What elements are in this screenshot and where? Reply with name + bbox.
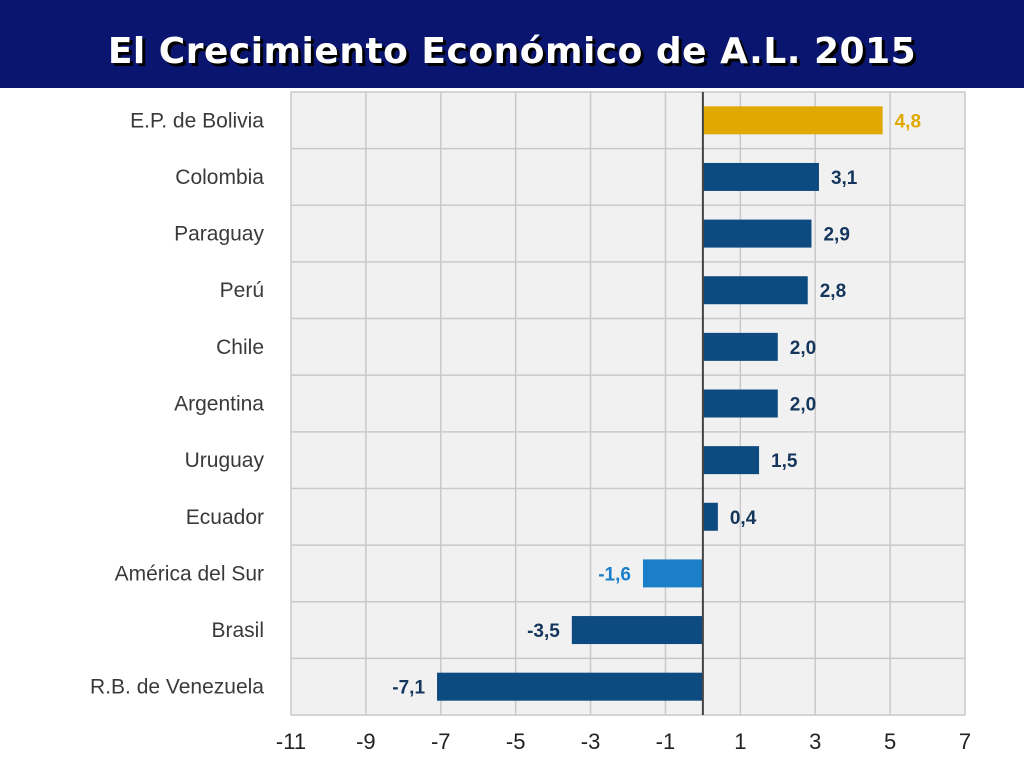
bar xyxy=(702,162,819,191)
bar xyxy=(702,389,778,418)
value-label: 2,8 xyxy=(820,281,846,302)
bar xyxy=(642,559,703,588)
x-tick-label: -1 xyxy=(656,729,676,754)
slide-header xyxy=(0,0,1024,88)
value-label: 2,9 xyxy=(823,225,849,246)
value-label: 1,5 xyxy=(771,451,798,472)
bar xyxy=(702,446,760,475)
value-label: 3,1 xyxy=(831,168,858,189)
x-tick-label: 7 xyxy=(959,729,971,754)
x-tick-label: 1 xyxy=(734,729,746,754)
x-tick-label: -5 xyxy=(506,729,526,754)
bar xyxy=(702,219,812,248)
bar xyxy=(702,502,718,531)
x-tick-label: -3 xyxy=(581,729,601,754)
category-label: Perú xyxy=(220,279,264,302)
bar xyxy=(571,616,703,645)
category-labels: E.P. de Bolivia Colombia Paraguay Perú Chile… xyxy=(90,109,264,698)
x-tick-label: -9 xyxy=(356,729,376,754)
value-label: 2,0 xyxy=(790,395,816,416)
bar xyxy=(702,106,883,135)
category-label: América del Sur xyxy=(115,562,264,585)
category-label: Brasil xyxy=(211,619,264,642)
category-label: R.B. de Venezuela xyxy=(90,676,264,699)
bars xyxy=(437,106,883,701)
bar xyxy=(437,672,703,701)
x-tick-label: -7 xyxy=(431,729,451,754)
category-label: Ecuador xyxy=(186,506,264,529)
value-label: 4,8 xyxy=(895,111,921,132)
category-label: E.P. de Bolivia xyxy=(130,109,264,132)
x-tick-label: -11 xyxy=(276,729,306,754)
category-label: Chile xyxy=(216,336,264,359)
x-tick-label: 5 xyxy=(884,729,896,754)
category-label: Paraguay xyxy=(174,223,264,246)
category-label: Uruguay xyxy=(185,449,265,472)
value-label: -3,5 xyxy=(527,621,560,642)
value-label: -1,6 xyxy=(598,564,631,585)
x-tick-labels: -11 -9 -7 -5 -3 -1 1 3 5 7 xyxy=(276,729,971,754)
category-label: Argentina xyxy=(174,393,264,416)
value-labels: 4,8 3,1 2,9 2,8 2,0 2,0 1,5 0,4 -1,6 -3,5 -7,1 xyxy=(392,111,921,698)
value-label: -7,1 xyxy=(392,678,425,699)
category-label: Colombia xyxy=(175,166,264,189)
bar-chart: E.P. de Bolivia Colombia Paraguay Perú Chile… xyxy=(90,91,971,754)
plot-area xyxy=(290,91,966,716)
value-label: 0,4 xyxy=(730,508,757,529)
x-tick-label: 3 xyxy=(809,729,821,754)
page-title: El Crecimiento Económico de A.L. 2015 xyxy=(107,31,917,72)
value-label: 2,0 xyxy=(790,338,816,359)
bar xyxy=(702,276,808,305)
bar xyxy=(702,332,778,361)
